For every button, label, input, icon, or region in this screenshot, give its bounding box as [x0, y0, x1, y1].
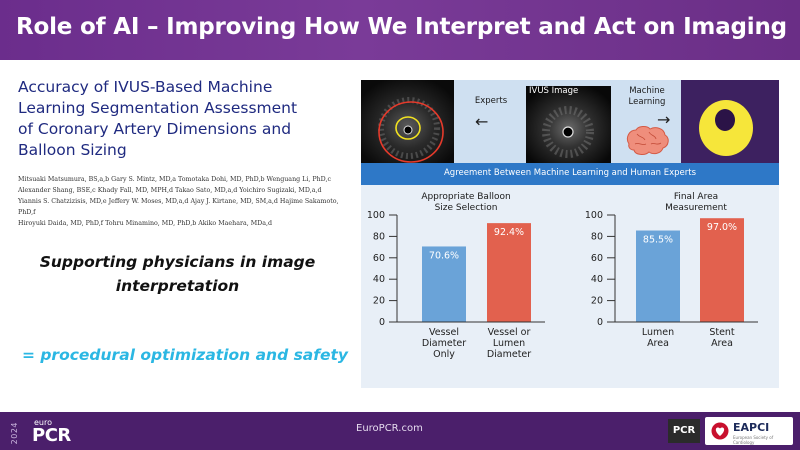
chart2-ytick-label: 60	[591, 253, 603, 264]
chart1-ytick-label: 100	[367, 210, 385, 221]
chart2-category-label: Lumen	[642, 327, 674, 338]
chart2-category-label: Area	[711, 338, 733, 349]
chart2-ytick-label: 0	[597, 317, 603, 328]
chart1-category-label: Only	[433, 349, 455, 360]
chart2-bar	[700, 218, 744, 322]
year-label: 2024	[10, 422, 19, 445]
author-line: Yiannis S. Chatzizisis, MD,e Jeffery W. …	[18, 198, 339, 216]
machine-learning-label: Machine Learning	[619, 86, 675, 108]
chart1-title: Appropriate Balloon Size Selection	[401, 192, 531, 214]
brain-icon	[623, 124, 671, 158]
paper-title-line: Accuracy of IVUS-Based Machine	[18, 78, 273, 96]
chart2-title-line: Final Area	[673, 192, 719, 202]
experts-label: Experts	[474, 96, 508, 106]
pcr-wordmark: PCR	[32, 425, 71, 446]
eapci-subtitle: European Society of Cardiology	[733, 435, 774, 445]
bar-charts: 02040608010070.6%VesselDiameterOnly92.4%…	[367, 210, 758, 360]
chart2-category-label: Stent	[709, 327, 735, 338]
author-line: Alexander Shang, BSE,c Khady Fall, MD, M…	[18, 187, 322, 194]
chart1-category-label: Diameter	[487, 349, 531, 360]
chart1-ytick-label: 60	[373, 253, 385, 264]
chart1-bar	[422, 246, 466, 322]
statement-line: interpretation	[115, 277, 240, 295]
ivus-image-label: IVUS Image	[529, 86, 579, 96]
footer-url[interactable]: EuroPCR.com	[356, 423, 423, 434]
author-line: Hiroyuki Daida, MD, PhD,f Tohru Minamino…	[18, 220, 273, 227]
chart2-ytick-label: 40	[591, 274, 603, 285]
ivus-image	[526, 86, 611, 163]
paper-title-line: Learning Segmentation Assessment	[18, 99, 298, 117]
chart2-ytick-label: 100	[585, 210, 603, 221]
pcr-badge-logo: PCR	[668, 419, 700, 443]
chart1-category-label: Lumen	[493, 338, 525, 349]
chart1-ytick-label: 40	[373, 274, 385, 285]
chart2-value-label: 85.5%	[643, 235, 673, 246]
chart1-category-label: Vessel or	[488, 327, 531, 338]
chart1-title-line: Size Selection	[434, 203, 498, 213]
chart2-value-label: 97.0%	[707, 222, 737, 233]
footer-bar: 2024 euro PCR EuroPCR.com PCR EAPCI Euro…	[0, 412, 800, 450]
eapci-wordmark: EAPCI	[733, 421, 770, 434]
chart2-bar	[636, 230, 680, 322]
right-arrow-icon: →	[657, 110, 671, 129]
heart-icon	[711, 422, 729, 440]
ml-segmentation-image	[681, 80, 779, 163]
left-arrow-icon: ←	[475, 112, 489, 131]
chart1-category-label: Diameter	[422, 338, 466, 349]
europcr-logo[interactable]: 2024 euro PCR	[4, 415, 84, 447]
paper-title: Accuracy of IVUS-Based Machine Learning …	[18, 77, 328, 161]
agreement-band: Agreement Between Machine Learning and H…	[361, 163, 779, 185]
ivus-expert-image	[361, 80, 454, 163]
charts-panel: Appropriate Balloon Size Selection Final…	[361, 185, 779, 388]
paper-title-line: of Coronary Artery Dimensions and	[18, 120, 292, 138]
chart2-title: Final Area Measurement	[636, 192, 756, 214]
chart1-bar	[487, 223, 531, 322]
chart1-ytick-label: 0	[379, 317, 385, 328]
title-bar: Role of AI – Improving How We Interpret …	[0, 0, 800, 60]
chart2-category-label: Area	[647, 338, 669, 349]
agreement-title: Agreement Between Machine Learning and H…	[443, 168, 697, 178]
chart1-title-line: Appropriate Balloon	[421, 192, 511, 202]
ml-label-line: Learning	[628, 97, 666, 107]
chart1-ytick-label: 20	[373, 296, 385, 307]
eapci-logo: EAPCI European Society of Cardiology	[705, 417, 793, 445]
slide-title: Role of AI – Improving How We Interpret …	[16, 14, 787, 40]
chart2-ytick-label: 80	[591, 231, 603, 242]
optimization-statement: = procedural optimization and safety	[21, 346, 349, 364]
author-line: Mitsuaki Matsumura, BS,a,b Gary S. Mintz…	[18, 176, 331, 183]
author-list: Mitsuaki Matsumura, BS,a,b Gary S. Mintz…	[18, 174, 353, 229]
chart2-title-line: Measurement	[665, 203, 727, 213]
chart2-ytick-label: 20	[591, 296, 603, 307]
supporting-statement: Supporting physicians in image interpret…	[30, 250, 325, 298]
chart1-value-label: 70.6%	[429, 250, 459, 261]
central-illustration: Experts ← IVUS Image Machine Learning →	[361, 80, 779, 388]
ml-label-line: Machine	[629, 86, 665, 96]
chart1-ytick-label: 80	[373, 231, 385, 242]
chart1-value-label: 92.4%	[494, 227, 524, 238]
paper-title-line: Balloon Sizing	[18, 141, 127, 159]
statement-line: Supporting physicians in image	[39, 253, 316, 271]
chart1-category-label: Vessel	[429, 327, 459, 338]
euro-label: euro	[34, 418, 52, 427]
